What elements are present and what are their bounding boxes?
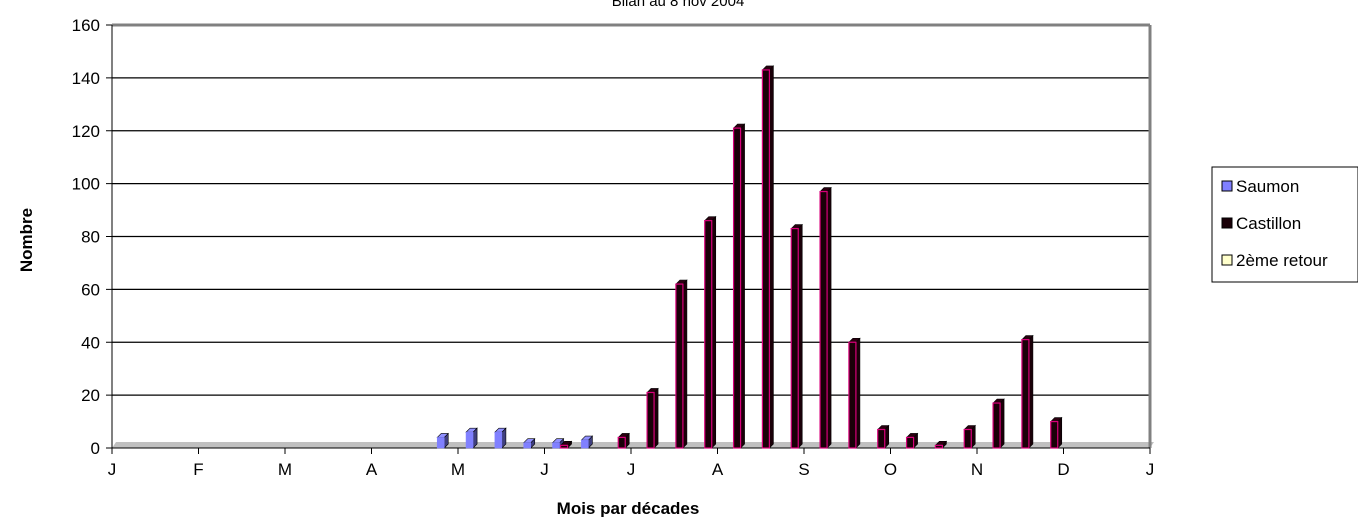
x-tick-label: J — [108, 460, 117, 479]
bar-front — [934, 444, 944, 449]
bar-castillon — [704, 215, 717, 449]
bar-front — [732, 127, 742, 449]
x-tick-label: M — [278, 460, 292, 479]
x-tick-label: A — [366, 460, 378, 479]
bar-front — [905, 436, 915, 449]
legend: Saumon Castillon 2ème retour — [1211, 166, 1358, 283]
bar-front — [581, 439, 589, 449]
bar-castillon — [905, 432, 919, 449]
x-tick-label: N — [971, 460, 983, 479]
bar-front — [963, 428, 972, 449]
bar-front — [848, 341, 857, 449]
bar-castillon — [559, 440, 573, 449]
plot-floor — [112, 442, 1154, 448]
x-tick-label: A — [712, 460, 724, 479]
bar-castillon — [1021, 334, 1034, 449]
legend-swatch-1 — [1221, 180, 1233, 192]
bar-castillon — [790, 223, 803, 449]
bar-front — [523, 442, 532, 449]
bar-front — [790, 227, 799, 449]
x-tick-label: J — [627, 460, 636, 479]
bar-castillon — [963, 424, 976, 449]
plot-area: 0 20 40 60 80 100 120 140 160 J F M A M J J A S O N D J — [72, 16, 1155, 479]
y-tick-label: 160 — [72, 16, 100, 35]
bar-castillon — [761, 65, 775, 449]
bar-front — [494, 431, 503, 449]
bar-front — [877, 428, 886, 449]
x-axis-title: Mois par décades — [557, 499, 700, 517]
y-tick-label: 60 — [81, 280, 100, 299]
bar-saumon — [436, 432, 449, 449]
legend-label-2: Castillon — [1236, 214, 1301, 233]
bar-front — [704, 220, 713, 449]
bar-castillon — [934, 440, 948, 449]
bar-front — [436, 437, 445, 449]
bar-castillon — [819, 186, 832, 449]
bar-castillon — [675, 279, 688, 449]
x-tick-label: J — [540, 460, 549, 479]
x-tick-label: J — [1146, 460, 1155, 479]
x-tick-label: M — [451, 460, 465, 479]
legend-label-1: Saumon — [1236, 177, 1299, 196]
bar-front — [819, 190, 828, 449]
y-tick-label: 80 — [81, 228, 100, 247]
bar-castillon — [877, 424, 890, 449]
bar-front — [992, 402, 1001, 449]
bar-front — [559, 444, 569, 449]
chart-title: Bilan au 8 nov 2004 — [612, 0, 745, 10]
legend-swatch-2 — [1221, 217, 1233, 229]
bar-castillon — [992, 398, 1005, 449]
bar-saumon — [523, 437, 536, 449]
x-tick-label: O — [884, 460, 897, 479]
bar-front — [465, 431, 474, 449]
bar-saumon — [580, 435, 594, 449]
y-tick-label: 100 — [72, 175, 100, 194]
bar-castillon — [646, 387, 659, 449]
y-tick-label: 0 — [91, 439, 100, 458]
x-tick-label: D — [1057, 460, 1069, 479]
bar-front — [646, 391, 655, 449]
legend-swatch-3 — [1221, 254, 1233, 266]
x-tick-label: S — [798, 460, 809, 479]
y-tick-label: 20 — [81, 386, 100, 405]
legend-box — [1211, 166, 1358, 283]
y-axis-title: Nombre — [17, 208, 36, 272]
y-tick-label: 120 — [72, 122, 100, 141]
bar-castillon — [617, 432, 630, 449]
bar-castillon — [732, 123, 746, 449]
bar-front — [675, 283, 684, 449]
y-tick-label: 40 — [81, 333, 100, 352]
x-tick-label: F — [193, 460, 203, 479]
bar-front — [552, 442, 560, 449]
y-tick-label: 140 — [72, 69, 100, 88]
bar-front — [617, 436, 626, 449]
bar-saumon — [494, 427, 507, 449]
bar-front — [761, 69, 771, 449]
bar-castillon — [1050, 416, 1063, 449]
bar-saumon — [465, 427, 478, 449]
legend-label-3: 2ème retour — [1236, 251, 1328, 270]
bar-castillon — [848, 337, 861, 449]
bar-front — [1021, 339, 1030, 449]
bar-front — [1050, 420, 1059, 449]
